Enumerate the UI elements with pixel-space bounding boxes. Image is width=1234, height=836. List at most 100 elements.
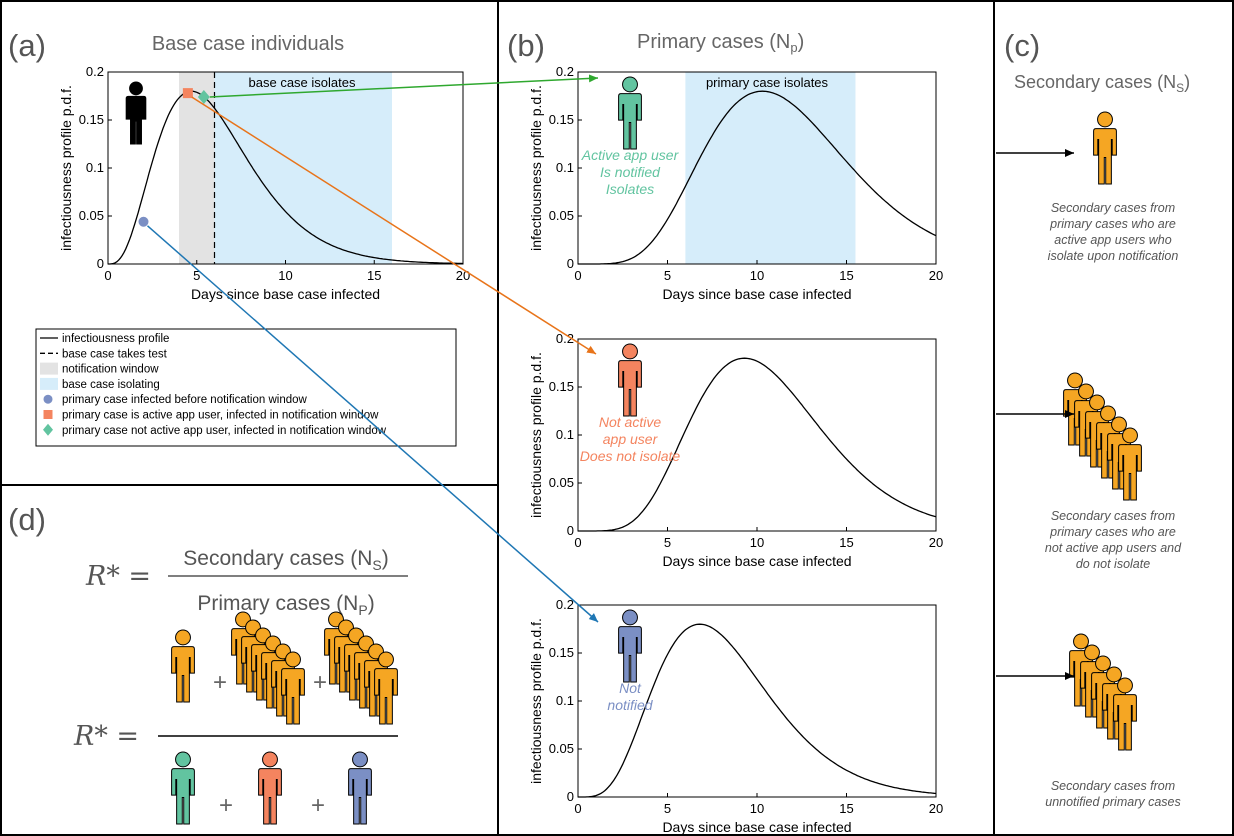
- x-tick-label: 0: [104, 268, 111, 283]
- person-head: [285, 651, 301, 668]
- y-tick-label: 0.15: [549, 112, 574, 127]
- panel-b-title: Primary cases (Np): [637, 31, 804, 55]
- plots-b: primary case isolates 0 5 10 15 20 0 0.05 0.1 0.1…: [528, 64, 943, 835]
- y-tick-label: 0.1: [86, 160, 104, 175]
- legend-swatch-circle: [43, 394, 53, 404]
- legend-label: notification window: [62, 364, 159, 376]
- person-body: [1113, 694, 1137, 751]
- primary-case-person-icon: [618, 343, 642, 417]
- panel-c-title: Secondary cases (NS): [1014, 72, 1190, 95]
- legend-a: infectiousness profile base case takes te…: [35, 328, 457, 447]
- y-axis-label: infectiousness profile p.d.f.: [58, 85, 74, 251]
- person-body: [281, 668, 305, 725]
- x-tick-label: 5: [664, 535, 671, 550]
- person-head: [175, 751, 191, 768]
- person-body: [1093, 128, 1117, 185]
- y-tick-label: 0: [567, 789, 574, 804]
- person-icon: [1093, 111, 1117, 185]
- denominator-person-green: [171, 751, 195, 825]
- numerator-person-single: [171, 629, 195, 703]
- person-icon: [281, 651, 305, 725]
- marker-circle: [138, 216, 149, 227]
- legend-box: [35, 328, 457, 447]
- denominator-person-blue: [348, 751, 372, 825]
- panel-a-label: (a): [8, 28, 46, 63]
- panel-b: (b) Primary cases (Np) primary case isol…: [507, 28, 943, 835]
- secondary-caption: not active app users and: [1045, 541, 1182, 555]
- x-tick-label: 20: [929, 801, 943, 816]
- x-tick-label: 5: [193, 268, 200, 283]
- person-head: [175, 629, 191, 646]
- secondary-caption: isolate upon notification: [1048, 249, 1179, 263]
- secondary-caption: unnotified primary cases: [1045, 795, 1180, 809]
- person-head: [1100, 405, 1116, 422]
- panel-d-label: (d): [8, 502, 46, 537]
- x-tick-label: 0: [574, 535, 581, 550]
- infectiousness-curve: [578, 357, 937, 532]
- person-head: [262, 751, 278, 768]
- secondary-caption: Secondary cases from: [1051, 509, 1175, 523]
- panel-c: (c) Secondary cases (NS) Secondary cases…: [996, 28, 1190, 809]
- secondary-group-2: Secondary cases from primary cases who ar…: [996, 372, 1182, 571]
- isolation-window: [685, 72, 856, 264]
- y-tick-label: 0.2: [86, 64, 104, 79]
- infectiousness-curve: [108, 90, 464, 265]
- person-head: [129, 81, 143, 96]
- person-head: [622, 76, 638, 93]
- x-axis-label: Days since base case infected: [662, 286, 851, 302]
- y-tick-label: 0.05: [549, 208, 574, 223]
- y-tick-label: 0.05: [79, 208, 104, 223]
- plus-sign: +: [219, 792, 233, 819]
- y-tick-label: 0.2: [556, 64, 574, 79]
- legend-swatch-patch: [40, 377, 58, 390]
- x-tick-label: 10: [278, 268, 292, 283]
- connecting-arrows: [147, 74, 599, 623]
- y-axis-label: infectiousness profile p.d.f.: [528, 618, 544, 784]
- legend-label: primary case not active app user, infect…: [62, 425, 387, 437]
- legend-label: base case takes test: [62, 348, 168, 360]
- person-icon: [374, 651, 398, 725]
- isolation-label: base case isolates: [249, 75, 356, 90]
- person-body: [125, 95, 147, 145]
- panel-a: (a) Base case individuals base case isol…: [8, 28, 470, 447]
- numerator-text: Secondary cases (NS): [183, 547, 388, 573]
- primary-case-caption: notified: [607, 697, 653, 713]
- plot-b-2: 0 5 10 15 20 0 0.05 0.1 0.15 0.2 Days since base c…: [528, 331, 943, 569]
- y-tick-label: 0: [97, 256, 104, 271]
- y-tick-label: 0.2: [556, 597, 574, 612]
- panel-d: (d) R* = Secondary cases (NS) Primary ca…: [8, 502, 408, 825]
- person-head: [352, 751, 368, 768]
- y-tick-label: 0.05: [549, 475, 574, 490]
- secondary-caption: Secondary cases from: [1051, 779, 1175, 793]
- secondary-caption: do not isolate: [1076, 557, 1150, 571]
- y-tick-label: 0.1: [556, 693, 574, 708]
- y-tick-label: 0.1: [556, 160, 574, 175]
- person-head: [1089, 394, 1105, 411]
- plot-b-3: 0 5 10 15 20 0 0.05 0.1 0.15 0.2 Days since base c…: [528, 597, 943, 835]
- y-tick-label: 0.1: [556, 427, 574, 442]
- legend-label: primary case infected before notificatio…: [62, 394, 308, 406]
- person-body: [258, 768, 282, 825]
- plus-sign: +: [313, 669, 327, 696]
- person-icon: [1118, 427, 1142, 501]
- person-body: [618, 360, 642, 417]
- person-body: [171, 768, 195, 825]
- primary-case-caption: Not active: [599, 414, 661, 430]
- panel-b-label: (b): [507, 28, 545, 63]
- infectiousness-curve: [578, 623, 937, 798]
- person-body: [348, 768, 372, 825]
- legend-label: infectiousness profile: [62, 333, 169, 345]
- denominator-person-orange: [258, 751, 282, 825]
- plus-sign: +: [213, 669, 227, 696]
- x-tick-label: 20: [929, 535, 943, 550]
- x-tick-label: 15: [839, 801, 853, 816]
- x-axis-label: Days since base case infected: [191, 286, 380, 302]
- legend-swatch-patch: [40, 362, 58, 375]
- secondary-caption: active app users who: [1054, 233, 1171, 247]
- secondary-case-stack: [1069, 633, 1137, 751]
- legend-label: primary case is active app user, infecte…: [62, 410, 379, 422]
- y-axis-label: infectiousness profile p.d.f.: [528, 85, 544, 251]
- y-tick-label: 0.15: [79, 112, 104, 127]
- marker-square: [182, 88, 193, 99]
